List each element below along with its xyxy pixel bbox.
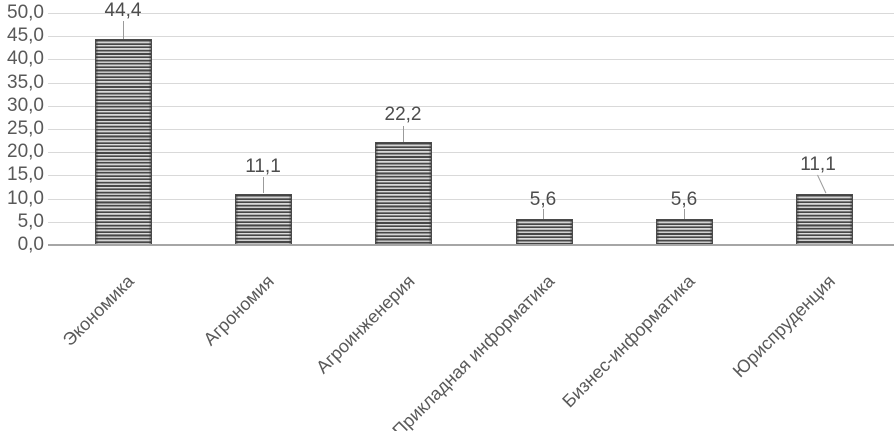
category-label: Прикладная информатика: [388, 271, 559, 431]
category-label: Агроинженерия: [311, 271, 419, 378]
category-label: Юриспруденция: [728, 271, 839, 382]
leader-line: [263, 177, 264, 193]
y-axis-tick-label: 20,0: [7, 141, 44, 163]
leader-line: [684, 209, 685, 219]
bar-data-label: 22,2: [384, 104, 422, 125]
bar: [655, 219, 713, 245]
y-axis-tick-label: 5,0: [17, 210, 44, 232]
y-axis-tick-label: 25,0: [7, 118, 44, 139]
bar-data-label: 11,1: [245, 156, 281, 177]
bar: [235, 193, 293, 245]
leader-line: [817, 174, 827, 194]
y-axis-tick-label: 0,0: [17, 234, 44, 255]
bar-data-label: 5,6: [529, 189, 557, 210]
bar: [515, 219, 573, 245]
x-axis-line: [48, 244, 894, 246]
bar-data-label: 5,6: [670, 189, 698, 210]
leader-line: [123, 21, 124, 39]
gridline: [48, 82, 894, 84]
y-axis-tick-label: 35,0: [7, 71, 44, 93]
bar: [375, 142, 433, 245]
bar-data-label: 44,4: [104, 0, 142, 21]
y-axis-tick-label: 50,0: [7, 2, 44, 23]
gridline: [48, 129, 894, 130]
gridline: [48, 221, 894, 223]
y-axis-tick-label: 30,0: [7, 94, 44, 116]
gridline: [48, 13, 894, 14]
y-axis-tick-label: 40,0: [7, 48, 44, 70]
leader-line: [543, 209, 544, 219]
y-axis-tick-label: 45,0: [7, 25, 44, 47]
gridline: [48, 105, 894, 107]
bar-data-label: 11,1: [800, 154, 836, 175]
bar: [95, 39, 152, 245]
category-label: Агрономия: [199, 271, 278, 350]
gridline: [48, 152, 894, 154]
y-axis-tick-label: 10,0: [7, 187, 44, 209]
bar: [796, 193, 853, 245]
category-label: Экономика: [58, 271, 138, 350]
gridline: [48, 59, 894, 61]
leader-line: [403, 126, 404, 142]
y-axis-tick-label: 15,0: [7, 164, 44, 186]
gridline: [48, 198, 894, 200]
gridline: [48, 175, 894, 177]
gridline: [48, 36, 894, 38]
category-label: Бизнес-информатика: [558, 271, 699, 412]
